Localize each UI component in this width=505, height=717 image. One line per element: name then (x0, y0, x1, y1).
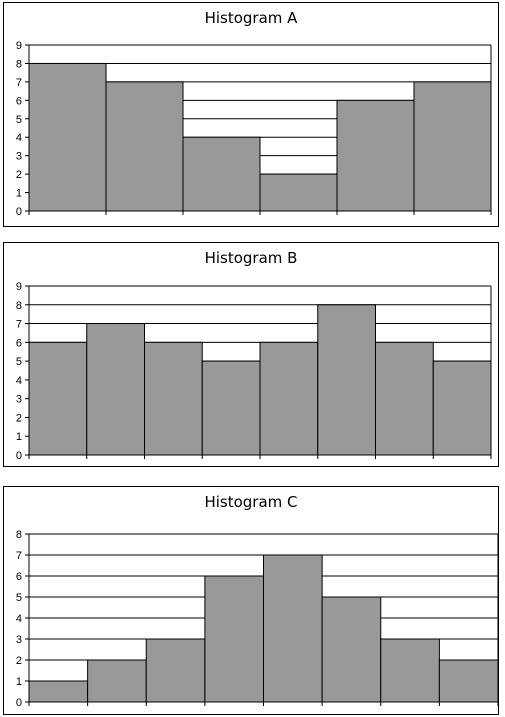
y-tick-label: 6 (16, 337, 22, 349)
chart-title: Histogram A (204, 9, 298, 27)
histogram-bar (413, 81, 492, 212)
histogram-bar (375, 341, 434, 456)
y-tick-label: 5 (16, 592, 22, 604)
y-tick-label: 3 (16, 151, 22, 163)
histogram-bar (28, 62, 107, 212)
y-tick-label: 3 (16, 634, 22, 646)
histogram-bar (105, 81, 184, 212)
histogram-bar (145, 638, 206, 703)
histogram-a-panel: Histogram A 0 1 2 3 4 5 6 7 8 9 (3, 2, 499, 227)
histogram-bar (438, 659, 498, 703)
y-tick-label: 0 (16, 206, 22, 218)
histogram-bar (182, 136, 261, 212)
y-tick-label: 5 (16, 114, 22, 126)
histogram-b-panel: Histogram B 0 1 2 3 4 5 6 7 8 9 (3, 242, 499, 467)
y-tick-label: 4 (16, 613, 22, 625)
histogram-bar (380, 638, 440, 703)
y-tick-label: 8 (16, 529, 22, 541)
y-tick-label: 1 (16, 431, 22, 443)
histogram-bar (321, 596, 382, 703)
histogram-bar (28, 680, 89, 703)
histogram-bar (259, 173, 338, 212)
y-tick-label: 0 (16, 697, 22, 709)
histogram-bar (263, 554, 323, 703)
histogram-bar (87, 659, 147, 703)
y-tick-label: 9 (16, 40, 22, 52)
histogram-c-panel: Histogram C 0 1 2 3 4 5 6 7 8 (3, 486, 499, 715)
y-tick-label: 5 (16, 356, 22, 368)
histogram-b-plot: 0 1 2 3 4 5 6 7 8 9 (16, 281, 492, 462)
y-tick-label: 9 (16, 281, 22, 293)
histogram-bar (144, 341, 203, 456)
chart-title: Histogram B (204, 249, 298, 267)
histogram-bar (86, 323, 145, 456)
y-tick-label: 2 (16, 412, 22, 424)
histogram-a-plot: 0 1 2 3 4 5 6 7 8 9 (16, 40, 492, 218)
histogram-bar (28, 341, 88, 456)
y-tick-label: 8 (16, 58, 22, 70)
histogram-bar (201, 360, 261, 456)
histogram-bar (432, 360, 492, 456)
y-tick-label: 6 (16, 95, 22, 107)
histogram-bar (317, 304, 376, 456)
y-tick-label: 7 (16, 550, 22, 562)
y-tick-label: 8 (16, 300, 22, 312)
y-tick-label: 4 (16, 375, 22, 387)
y-tick-label: 1 (16, 676, 22, 688)
histogram-bar (336, 99, 415, 212)
y-tick-label: 4 (16, 132, 22, 144)
histogram-bar (204, 575, 264, 703)
y-tick-label: 6 (16, 571, 22, 583)
y-tick-label: 2 (16, 169, 22, 181)
chart-title: Histogram C (204, 493, 298, 511)
y-tick-label: 7 (16, 77, 22, 89)
histogram-c-plot: 0 1 2 3 4 5 6 7 8 (16, 529, 498, 709)
y-tick-label: 1 (16, 188, 22, 200)
y-tick-label: 7 (16, 319, 22, 331)
y-tick-label: 2 (16, 655, 22, 667)
y-tick-label: 3 (16, 394, 22, 406)
histogram-bar (259, 341, 319, 456)
y-tick-label: 0 (16, 450, 22, 462)
